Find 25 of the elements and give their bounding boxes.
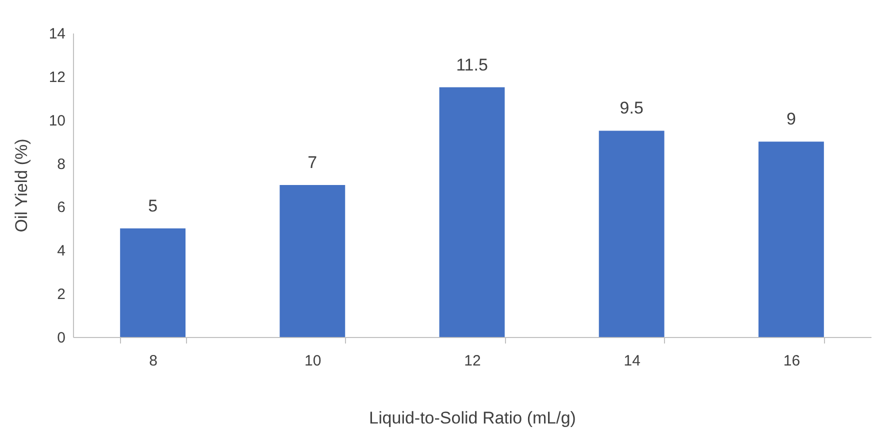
x-tick-label: 8: [149, 352, 158, 370]
x-tick-label: 16: [783, 352, 800, 370]
y-tick-label: 2: [57, 286, 66, 304]
y-tick-label: 0: [57, 330, 66, 346]
y-axis-title: Oil Yield (%): [12, 138, 31, 232]
y-tick-label: 6: [57, 199, 66, 216]
x-tick-label: 12: [464, 352, 481, 370]
data-label: 9: [786, 110, 796, 129]
bar: [439, 87, 505, 337]
x-tick-label: 10: [304, 352, 322, 370]
y-tick-label: 10: [48, 112, 66, 130]
bar: [280, 185, 346, 337]
bar: [598, 130, 664, 337]
x-axis-title: Liquid-to-Solid Ratio (mL/g): [369, 408, 576, 428]
data-label: 11.5: [456, 55, 488, 74]
bar: [120, 228, 186, 337]
y-tick-label: 8: [57, 156, 66, 173]
y-tick-label: 14: [48, 26, 66, 42]
data-label: 5: [148, 196, 158, 216]
data-label: 7: [308, 153, 318, 172]
y-tick-label: 12: [48, 68, 66, 86]
y-tick-label: 4: [57, 242, 66, 260]
data-label: 9.5: [620, 98, 644, 118]
x-tick-label: 14: [624, 352, 640, 370]
bar: [758, 142, 824, 337]
